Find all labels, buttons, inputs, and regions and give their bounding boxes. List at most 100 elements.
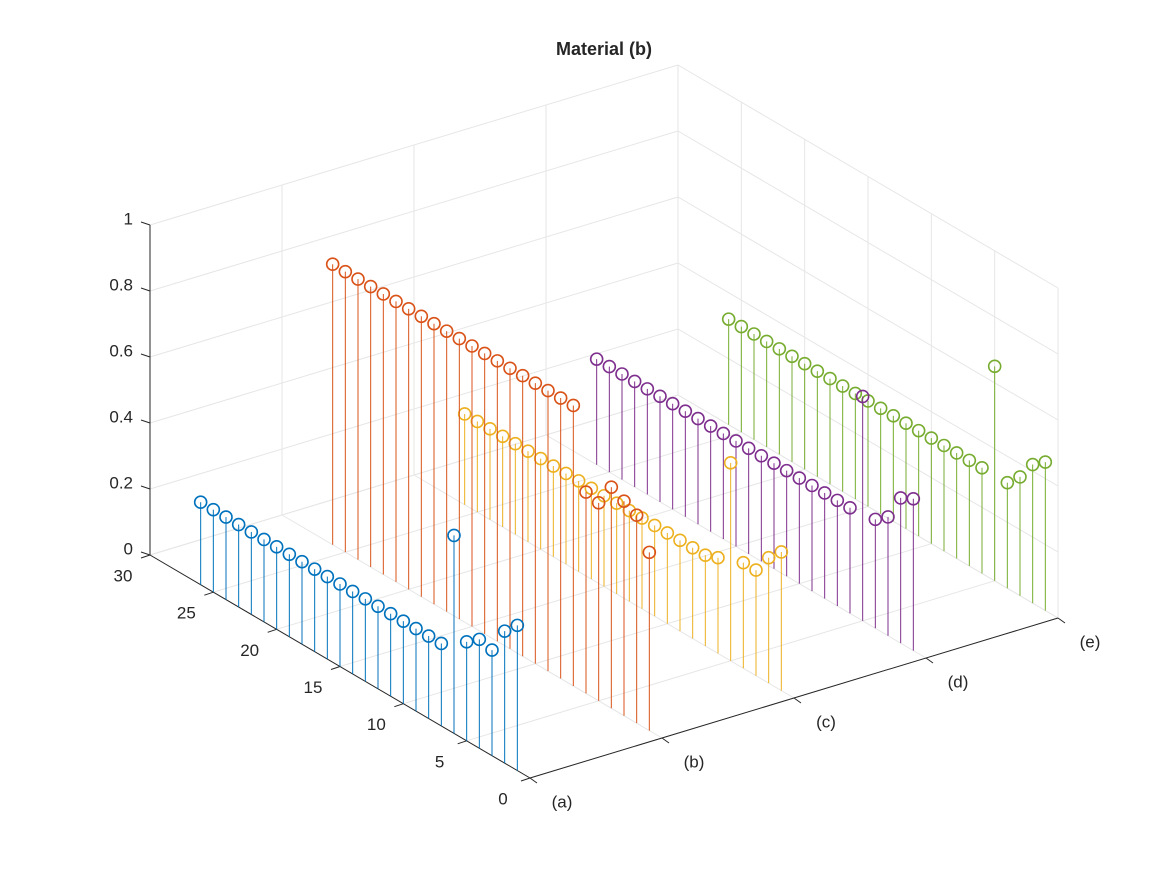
- category-tick: [529, 777, 538, 784]
- stem-marker: [642, 545, 657, 560]
- stem-marker: [269, 540, 284, 554]
- z-tick: [140, 353, 151, 358]
- index-tick-label: 5: [435, 752, 444, 771]
- category-tick-label: (a): [552, 792, 573, 811]
- stem-marker: [591, 496, 606, 510]
- stem-marker: [691, 411, 705, 426]
- stem-marker: [627, 374, 642, 389]
- stem-marker: [383, 606, 398, 621]
- index-tick: [267, 628, 277, 633]
- stem-marker: [257, 532, 271, 547]
- stem-marker: [533, 451, 548, 466]
- stem-marker: [427, 316, 441, 331]
- stem-marker: [855, 389, 870, 404]
- z-tick-label: 1: [124, 209, 133, 228]
- stem-marker: [835, 379, 850, 393]
- stem-marker: [698, 548, 713, 563]
- stem-marker: [830, 493, 845, 508]
- stem-marker: [615, 367, 629, 381]
- stem-marker: [779, 463, 794, 478]
- stem-marker: [723, 456, 738, 470]
- z-tick-label: 0.8: [109, 275, 133, 294]
- stem-marker: [685, 540, 700, 555]
- index-tick: [520, 777, 531, 782]
- stem-marker: [906, 491, 921, 506]
- stem-marker: [881, 510, 895, 524]
- stem-marker: [736, 555, 751, 570]
- stem-marker: [1025, 457, 1040, 472]
- stem-marker: [759, 334, 774, 349]
- stem-marker: [338, 264, 353, 279]
- stem-marker: [566, 398, 581, 413]
- stem-marker: [721, 312, 736, 326]
- stem-marker: [792, 471, 807, 485]
- stem-marker: [617, 494, 631, 509]
- index-tick: [457, 740, 467, 745]
- stem-marker: [508, 436, 523, 451]
- stem-marker: [579, 485, 593, 499]
- stem-marker: [805, 478, 819, 493]
- stem-marker: [515, 368, 530, 383]
- category-tick: [661, 737, 670, 744]
- category-tick-label: (c): [816, 712, 836, 731]
- index-tick-label: 30: [114, 566, 133, 585]
- stem-marker: [747, 327, 761, 341]
- stem-marker: [1000, 475, 1015, 490]
- stem-marker: [716, 426, 731, 441]
- stem-marker: [767, 456, 781, 471]
- stem-marker: [363, 279, 378, 294]
- stem-marker: [219, 510, 233, 524]
- stem-marker: [609, 496, 624, 510]
- stem-marker: [962, 453, 977, 468]
- stem-marker: [602, 359, 617, 374]
- stem-marker: [924, 431, 939, 445]
- index-tick-label: 25: [177, 604, 196, 623]
- stem-marker: [647, 518, 662, 533]
- stem-marker: [447, 528, 461, 543]
- stem-marker: [477, 346, 492, 361]
- stem-marker: [282, 547, 297, 562]
- stem-marker: [521, 444, 535, 458]
- stem-marker: [797, 356, 812, 371]
- stem-marker: [503, 361, 517, 376]
- stem-marker: [510, 618, 525, 633]
- stem-marker: [703, 419, 718, 433]
- stem-marker: [629, 508, 644, 523]
- stem-marker: [483, 422, 497, 436]
- stem-marker: [358, 592, 373, 606]
- stem-marker: [541, 383, 555, 398]
- stem-marker: [421, 629, 436, 643]
- chart-title: Material (b): [556, 39, 652, 59]
- index-tick: [394, 703, 404, 708]
- stem-marker: [571, 474, 586, 488]
- stem-marker: [528, 376, 543, 390]
- z-tick-label: 0.4: [109, 407, 133, 426]
- stem-marker: [1013, 470, 1027, 484]
- stem-marker: [396, 614, 411, 628]
- stem-marker: [678, 404, 693, 418]
- stem-marker: [711, 550, 725, 565]
- stem-marker: [848, 386, 863, 401]
- category-tick: [1057, 617, 1066, 624]
- stem-marker: [470, 414, 485, 429]
- z-tick: [140, 221, 151, 226]
- stem-marker: [409, 621, 423, 636]
- stem-marker: [911, 423, 926, 438]
- stem-marker: [817, 486, 832, 500]
- grid-line: [149, 394, 679, 556]
- stem-marker: [485, 643, 499, 657]
- category-tick: [793, 697, 802, 704]
- index-tick: [140, 554, 151, 559]
- stem-marker: [434, 636, 449, 651]
- stem-marker: [495, 429, 510, 444]
- z-tick: [140, 485, 151, 490]
- z-tick-label: 0.6: [109, 341, 133, 360]
- stem-marker: [465, 339, 479, 353]
- stem-marker: [868, 512, 883, 527]
- stem-marker: [325, 257, 340, 272]
- stem-marker: [729, 434, 743, 448]
- stem-marker: [307, 562, 322, 576]
- stem-marker: [553, 391, 568, 405]
- stem-marker: [774, 545, 789, 559]
- stem-marker: [295, 554, 309, 569]
